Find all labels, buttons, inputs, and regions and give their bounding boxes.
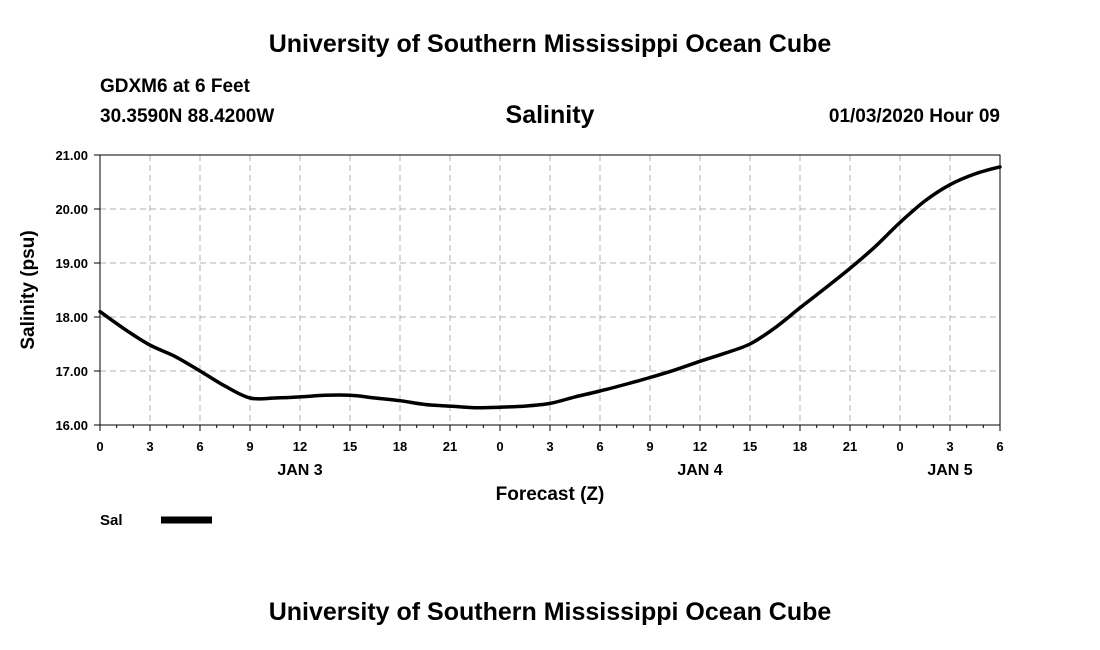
day-labels: JAN 3 JAN 4 JAN 5 <box>277 462 972 479</box>
x-tick-label: 9 <box>246 439 253 454</box>
x-tick-label: 21 <box>843 439 857 454</box>
coordinates-label: 30.3590N 88.4200W <box>100 106 275 127</box>
chart-title: Salinity <box>505 101 595 129</box>
station-label: GDXM6 at 6 Feet <box>100 76 250 97</box>
x-tick-label: 0 <box>496 439 503 454</box>
forecast-datetime: 01/03/2020 Hour 09 <box>828 106 1000 127</box>
day-label: JAN 3 <box>277 462 322 479</box>
x-tick-label: 6 <box>196 439 203 454</box>
x-tick-label: 15 <box>743 439 757 454</box>
y-tick-label: 20.00 <box>55 202 88 217</box>
day-label: JAN 5 <box>927 462 972 479</box>
y-tick-labels: 16.00 17.00 18.00 19.00 20.00 21.00 <box>55 148 88 433</box>
legend-label-sal: Sal <box>100 512 123 529</box>
x-tick-label: 6 <box>596 439 603 454</box>
y-tick-label: 19.00 <box>55 256 88 271</box>
x-axis-label: Forecast (Z) <box>496 484 605 505</box>
x-tick-label: 3 <box>946 439 953 454</box>
page-title-top: University of Southern Mississippi Ocean… <box>268 30 832 58</box>
x-tick-label: 12 <box>693 439 707 454</box>
x-tick-label: 12 <box>293 439 307 454</box>
x-tick-label: 3 <box>546 439 553 454</box>
x-tick-label: 15 <box>343 439 357 454</box>
axis-ticks <box>94 154 1001 431</box>
x-tick-label: 18 <box>793 439 807 454</box>
x-tick-label: 0 <box>96 439 103 454</box>
y-tick-label: 16.00 <box>55 418 88 433</box>
y-tick-label: 21.00 <box>55 148 88 163</box>
day-label: JAN 4 <box>677 462 722 479</box>
x-tick-label: 0 <box>896 439 903 454</box>
x-tick-label: 21 <box>443 439 457 454</box>
page-title-bottom: University of Southern Mississippi Ocean… <box>268 598 832 626</box>
y-axis-label: Salinity (psu) <box>18 230 39 349</box>
y-tick-label: 17.00 <box>55 364 88 379</box>
x-tick-label: 3 <box>146 439 153 454</box>
grid-lines <box>100 155 1000 425</box>
x-tick-label: 6 <box>996 439 1003 454</box>
y-tick-label: 18.00 <box>55 310 88 325</box>
x-tick-label: 18 <box>393 439 407 454</box>
x-tick-labels: 0 3 6 9 12 15 18 21 0 3 6 9 12 15 18 21 0 3 6 <box>96 439 1003 454</box>
series-line-sal <box>98 165 1002 410</box>
x-tick-label: 9 <box>646 439 653 454</box>
